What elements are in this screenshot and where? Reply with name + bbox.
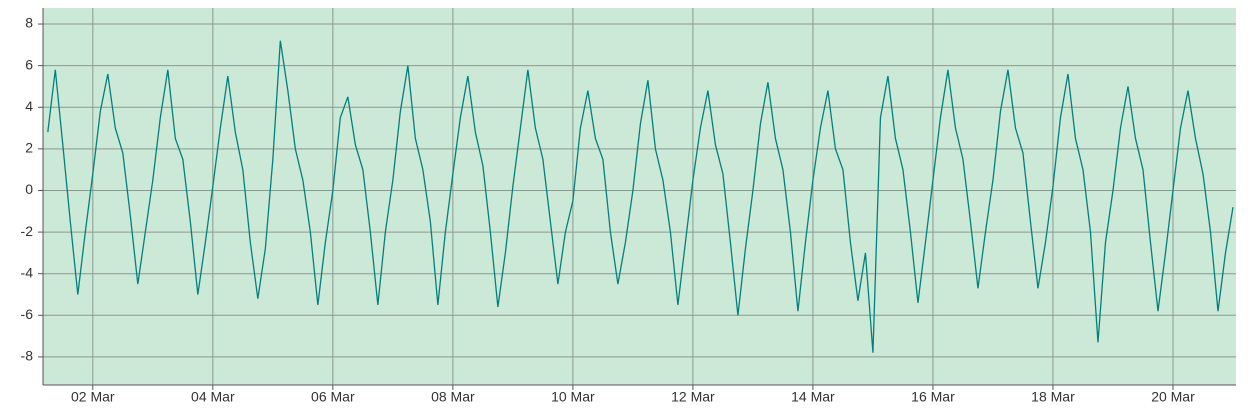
data-line xyxy=(47,40,1234,353)
x-tick-label: 08 Mar xyxy=(431,389,475,405)
x-tick-label: 20 Mar xyxy=(1151,389,1195,405)
x-tick-label: 12 Mar xyxy=(671,389,715,405)
y-tick-label: -6 xyxy=(21,306,34,322)
y-tick-label: 2 xyxy=(25,140,33,156)
x-tick-label: 02 Mar xyxy=(71,389,115,405)
y-tick-label: 6 xyxy=(25,56,33,72)
x-tick-label: 06 Mar xyxy=(311,389,355,405)
y-tick-label: 8 xyxy=(25,15,33,31)
y-tick-label: -4 xyxy=(21,264,34,280)
x-tick-label: 18 Mar xyxy=(1031,389,1075,405)
y-tick-label: -2 xyxy=(21,223,34,239)
x-tick-label: 14 Mar xyxy=(791,389,835,405)
y-tick-label: 4 xyxy=(25,98,33,114)
plot-background xyxy=(43,8,1236,385)
x-tick-label: 16 Mar xyxy=(911,389,955,405)
x-tick-label: 04 Mar xyxy=(191,389,235,405)
y-tick-label: 0 xyxy=(25,181,33,197)
x-tick-label: 10 Mar xyxy=(551,389,595,405)
y-tick-label: -8 xyxy=(21,348,34,364)
